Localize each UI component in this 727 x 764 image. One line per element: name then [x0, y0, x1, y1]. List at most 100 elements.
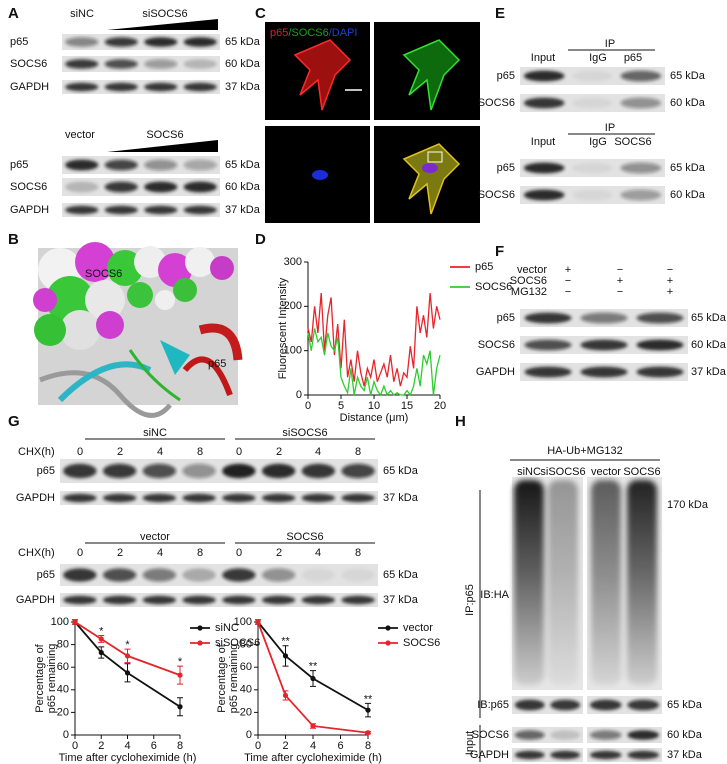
size-label: 65 kDa	[383, 465, 419, 477]
blot-band	[65, 59, 99, 69]
micrograph-grid	[265, 22, 480, 223]
ip-label: IP	[605, 38, 615, 50]
time-label: 8	[197, 547, 203, 559]
blot-band	[144, 181, 178, 193]
time-label: 0	[236, 446, 242, 458]
time-label: 8	[355, 446, 361, 458]
time-label: 4	[315, 446, 321, 458]
blot-band	[182, 568, 216, 582]
data-point	[255, 619, 261, 625]
blot-band	[63, 568, 97, 582]
treatment-label: vector	[517, 264, 547, 276]
lane-label: siNC	[70, 8, 94, 20]
size-label: 60 kDa	[691, 339, 727, 351]
time-label: 2	[276, 446, 282, 458]
protein-label: GAPDH	[10, 204, 49, 216]
significance-mark: **	[281, 636, 290, 648]
size-label: 60 kDa	[667, 729, 703, 741]
protein-label: p65	[497, 70, 515, 82]
blot-band	[524, 366, 572, 378]
protein-label: IB:HA	[480, 589, 509, 601]
legend-marker	[197, 625, 203, 631]
legend-marker	[197, 640, 203, 646]
time-label: 4	[157, 547, 163, 559]
blot-band	[572, 162, 613, 174]
data-point	[72, 619, 78, 625]
blot-band	[261, 568, 296, 582]
time-label: 8	[197, 446, 203, 458]
blot-band	[572, 70, 613, 82]
data-point	[124, 670, 131, 676]
protein-label: IB:p65	[477, 699, 509, 711]
y-axis-label: Percentage of	[216, 643, 228, 712]
blot-band	[550, 730, 581, 740]
blot-band	[636, 366, 684, 378]
blot-band	[183, 37, 217, 47]
blot-band	[524, 312, 572, 324]
blot-band	[590, 699, 622, 711]
size-label: 65 kDa	[383, 569, 419, 581]
size-label: 65 kDa	[225, 159, 261, 171]
x-tick-label: 0	[305, 400, 311, 412]
y-tick-label: 0	[296, 389, 302, 401]
series-line	[257, 621, 369, 711]
time-label: 2	[276, 547, 282, 559]
x-axis-label: Distance (μm)	[340, 412, 409, 424]
blot-band	[144, 205, 178, 215]
significance-mark: **	[309, 660, 318, 672]
blot-band	[183, 181, 217, 193]
chx-label: CHX(h)	[18, 547, 55, 559]
significance-mark: *	[99, 625, 104, 637]
treatment-sign: +	[667, 286, 673, 298]
blot-band	[301, 595, 336, 605]
blot-band	[580, 366, 628, 378]
blot-band	[104, 59, 138, 69]
y-tick-label: 40	[57, 684, 69, 696]
blot-band	[104, 159, 138, 171]
group-label: vector	[140, 531, 170, 543]
blot-band	[524, 339, 572, 351]
blot-band	[620, 70, 662, 82]
lane-label: IgG	[589, 136, 607, 148]
legend-label: siSOCS6	[215, 637, 260, 649]
blot-band	[550, 750, 581, 760]
group-label: siNC	[143, 427, 167, 439]
treatment-sign: −	[617, 286, 623, 298]
size-label: 60 kDa	[670, 97, 706, 109]
smear-lane	[627, 480, 657, 685]
blot-band	[104, 82, 138, 92]
blot-band	[65, 181, 99, 193]
treatment-sign: +	[667, 275, 673, 287]
smear-lane	[514, 480, 544, 685]
protein-label: SOCS6	[10, 181, 47, 193]
structure-label: p65	[208, 358, 226, 370]
input-label: Input	[464, 731, 476, 755]
panel-label: E	[495, 5, 505, 22]
blot-band	[636, 339, 684, 351]
structure-label: SOCS6	[85, 268, 122, 280]
smear-lane	[591, 480, 621, 685]
size-label: 65 kDa	[667, 699, 703, 711]
blot-strip	[62, 156, 220, 174]
blot-band	[301, 463, 336, 479]
panel-label: D	[255, 231, 266, 248]
ip-label: IP	[605, 122, 615, 134]
blot-band	[261, 463, 296, 479]
blot-band	[182, 493, 216, 503]
blot-band	[341, 463, 375, 479]
blot-band	[102, 595, 137, 605]
size-label: 65 kDa	[225, 36, 261, 48]
treatment-sign: −	[667, 264, 673, 276]
lane-label: IgG	[589, 52, 607, 64]
structure-image	[33, 242, 243, 418]
blot-band	[222, 463, 256, 479]
data-point	[177, 704, 183, 710]
blot-band	[627, 699, 659, 711]
protein-label: p65	[37, 569, 55, 581]
treatment-label: MG132	[511, 286, 547, 298]
x-tick-label: 8	[177, 740, 183, 752]
time-label: 4	[315, 547, 321, 559]
y-axis-label: Percentage of	[34, 643, 46, 712]
treatment-sign: −	[565, 275, 571, 287]
y-tick-label: 60	[57, 661, 69, 673]
